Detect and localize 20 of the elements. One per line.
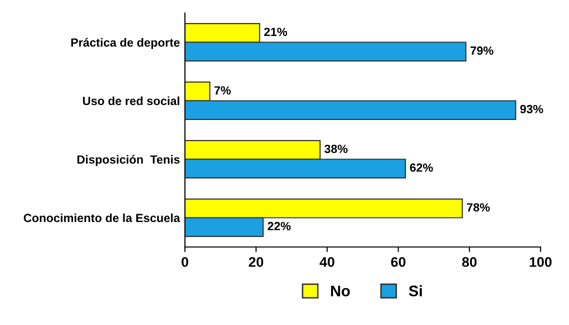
data-label: 78%	[466, 203, 490, 212]
legend-label: Si	[408, 285, 422, 296]
x-tick-label: 20	[248, 257, 264, 267]
x-tick-label: 80	[462, 257, 477, 267]
y-tick-label: Conocimiento de la Escuela	[24, 213, 180, 222]
data-label: 93%	[520, 104, 544, 114]
data-label: 62%	[410, 163, 433, 172]
y-tick-label: Uso de red social	[83, 96, 180, 106]
x-tick-label: 40	[320, 257, 334, 267]
x-tick-label: 100	[530, 257, 552, 267]
data-label: 38%	[324, 144, 348, 154]
data-label: 22%	[268, 222, 291, 230]
y-tick-label: Práctica de deporte	[71, 38, 180, 50]
data-label: 7%	[214, 86, 231, 95]
data-label: 79%	[470, 46, 494, 55]
x-tick-label: 0	[182, 257, 188, 267]
x-tick-label: 60	[391, 257, 406, 267]
legend-label: No	[331, 286, 350, 296]
y-tick-label: Disposición Tenis	[77, 154, 180, 166]
data-label: 21%	[264, 28, 288, 36]
